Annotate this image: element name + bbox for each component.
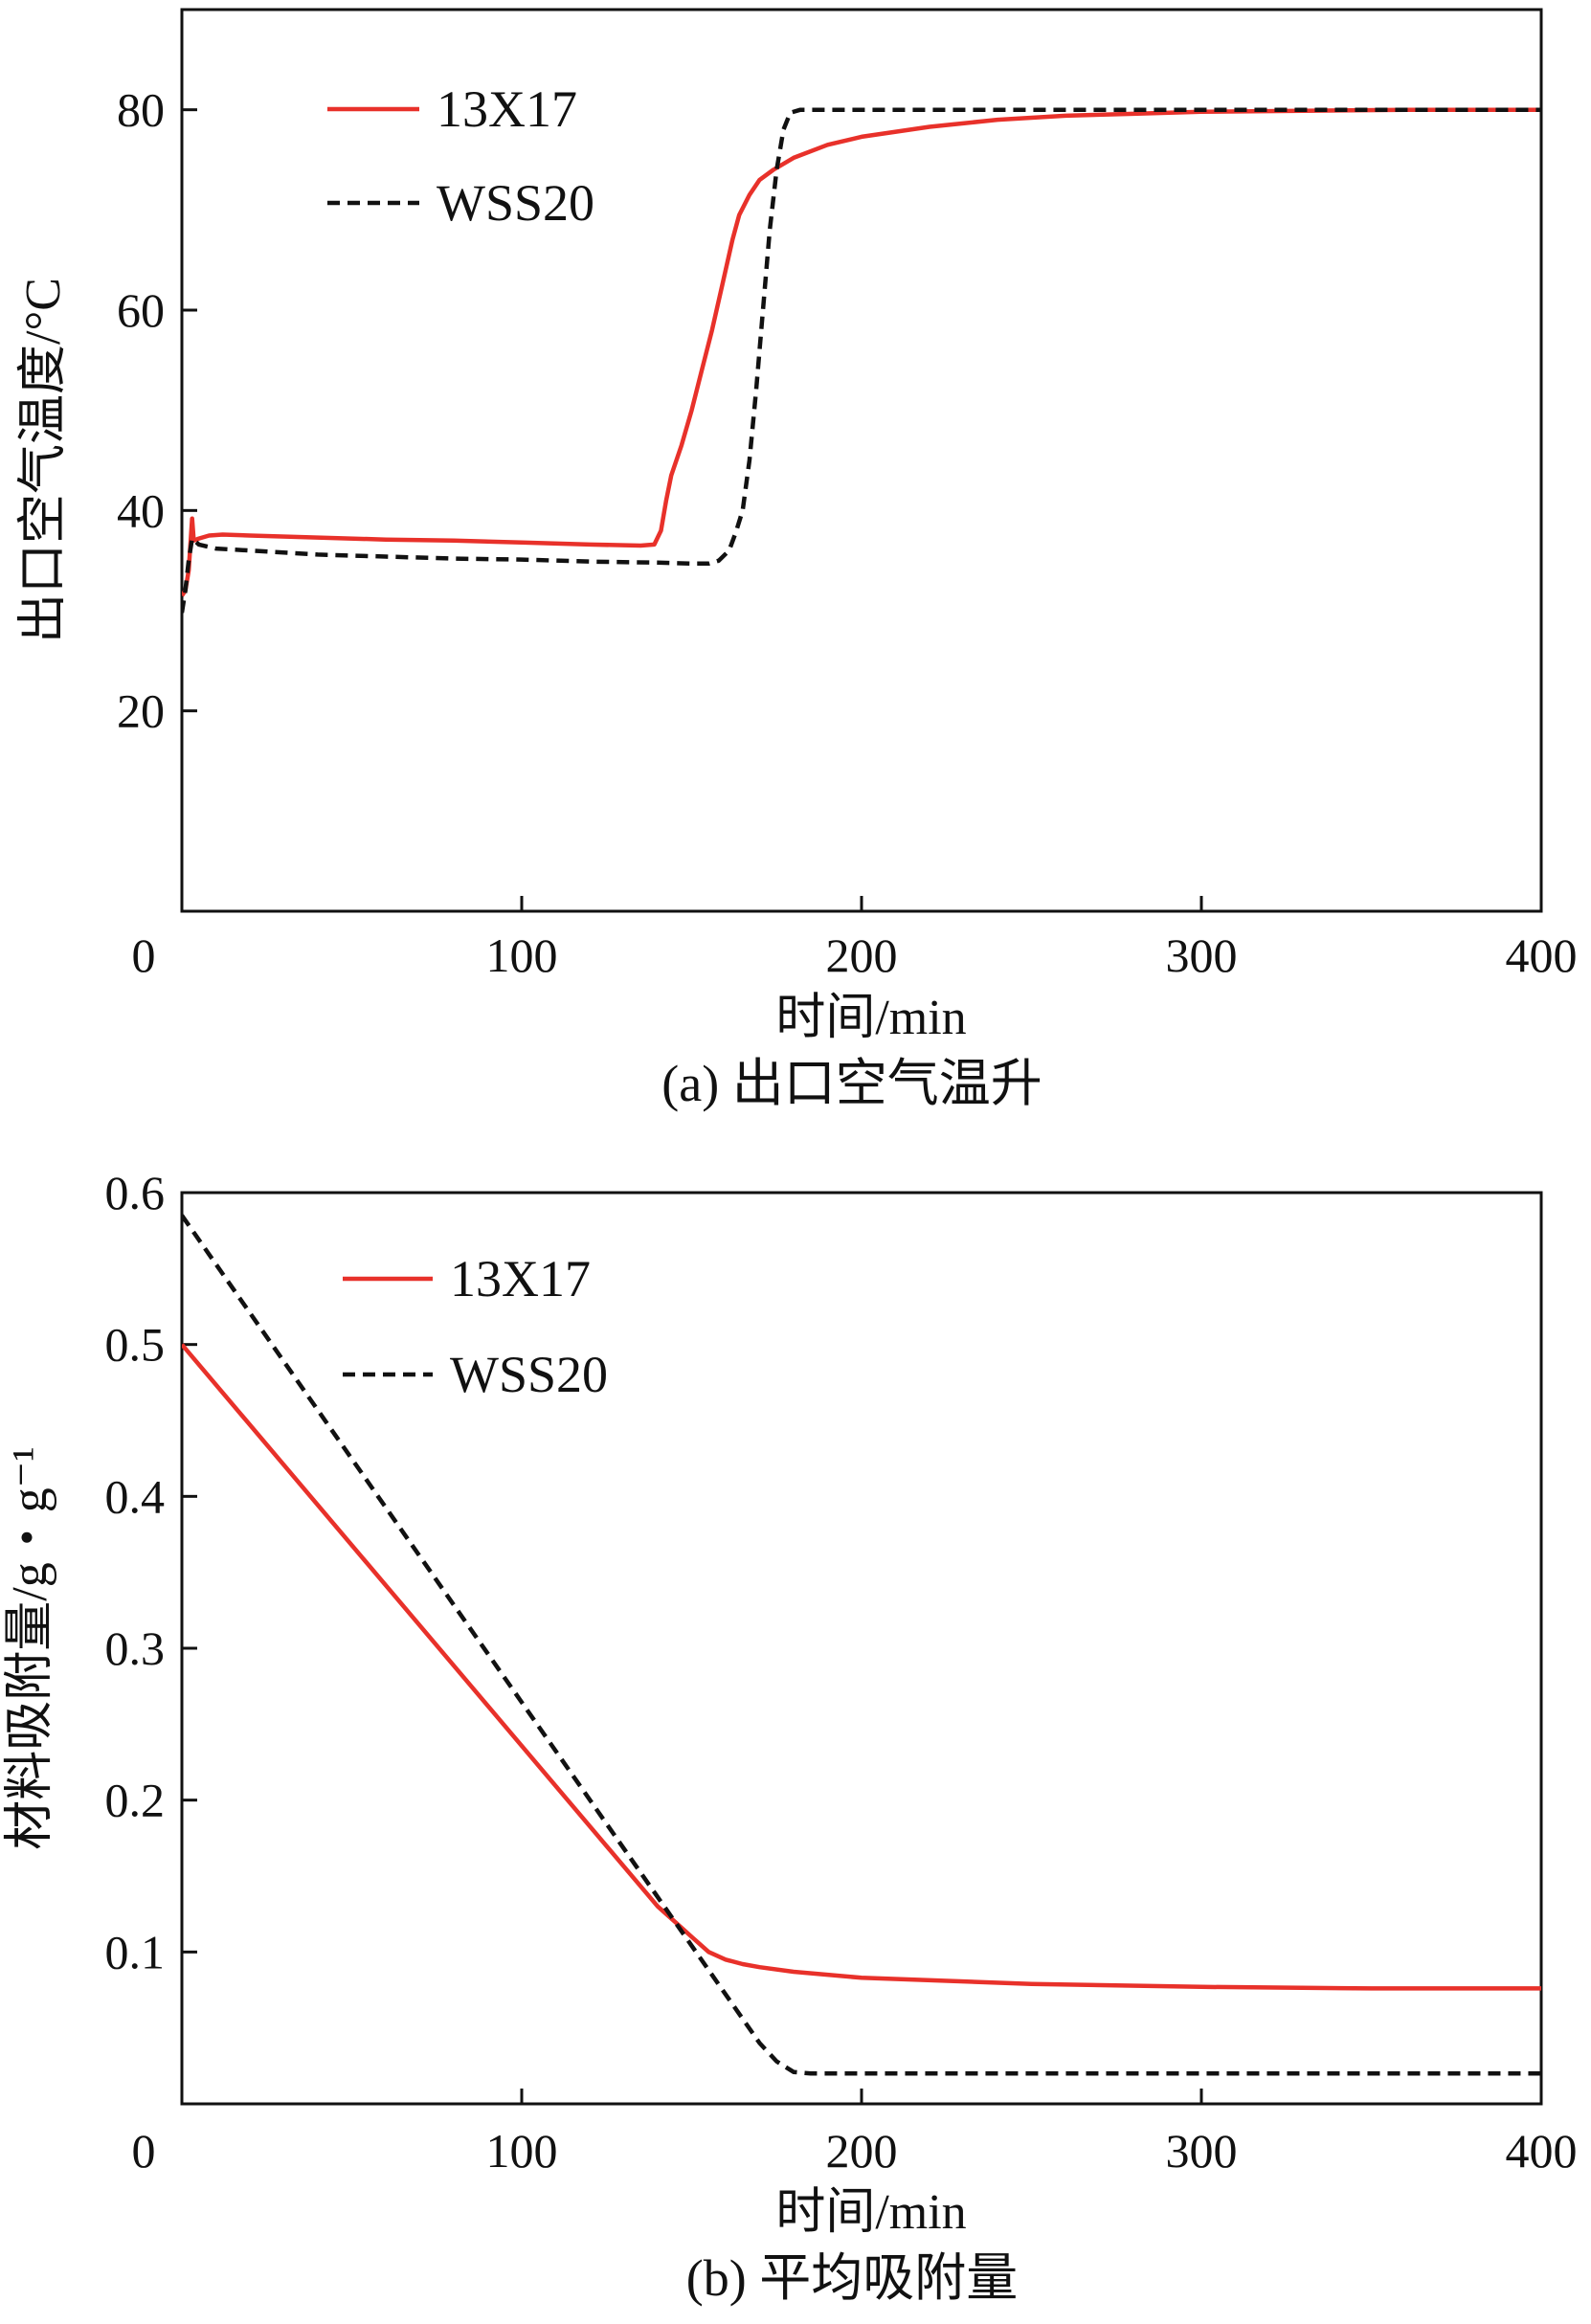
panel-caption: (a) 出口空气温升	[661, 1055, 1042, 1112]
y-tick-label: 0.6	[105, 1166, 166, 1219]
series-line-13x17	[182, 1343, 1541, 1991]
panel-a: 0 100 200 300 400 20 40 60 80 时间/min 出口空气温度/°C (a) …	[16, 8, 1578, 1112]
legend-label-wss20: WSS20	[450, 1346, 608, 1403]
plot-frame	[180, 1191, 1543, 2106]
x-tick-label: 400	[1506, 2124, 1578, 2178]
x-tick-label: 300	[1166, 2124, 1238, 2178]
y-tick-label: 80	[117, 83, 165, 137]
y-tick-label: 40	[117, 483, 165, 537]
x-axis-title: 时间/min	[775, 991, 966, 1045]
x-tick-label: 0	[132, 928, 156, 982]
y-tick-label: 0.3	[105, 1621, 166, 1675]
legend-label-wss20: WSS20	[437, 174, 594, 232]
plot-frame	[180, 8, 1543, 913]
x-tick-label: 200	[826, 928, 898, 982]
x-axis-title: 时间/min	[775, 2185, 966, 2240]
y-tick-label: 0.1	[105, 1925, 166, 1978]
x-tick-label: 100	[486, 928, 558, 982]
y-tick-label: 0.4	[105, 1469, 166, 1523]
x-tick-label: 400	[1506, 928, 1578, 982]
series-line-13x17	[182, 107, 1541, 597]
y-axis-title: 材料吸附量/g・g⁻¹	[3, 1446, 57, 1850]
x-tick-label: 300	[1166, 928, 1238, 982]
x-tick-label: 0	[132, 2124, 156, 2178]
panel-b: 0 100 200 300 400 0.1 0.2 0.3 0.4 0.5 0.6 时间/min 材料吸…	[3, 1166, 1578, 2307]
y-tick-label: 60	[117, 283, 165, 337]
series-line-wss20	[182, 107, 1541, 614]
x-tick-label: 200	[826, 2124, 898, 2178]
y-axis-title: 出口空气温度/°C	[16, 278, 71, 643]
x-tick-label: 100	[486, 2124, 558, 2178]
legend-label-13x17: 13X17	[437, 80, 577, 138]
legend-label-13x17: 13X17	[450, 1250, 591, 1307]
series-line-wss20	[182, 1214, 1541, 2076]
y-tick-label: 0.2	[105, 1774, 166, 1827]
panel-caption: (b) 平均吸附量	[686, 2249, 1018, 2307]
y-tick-label: 20	[117, 684, 165, 738]
y-tick-label: 0.5	[105, 1318, 166, 1372]
